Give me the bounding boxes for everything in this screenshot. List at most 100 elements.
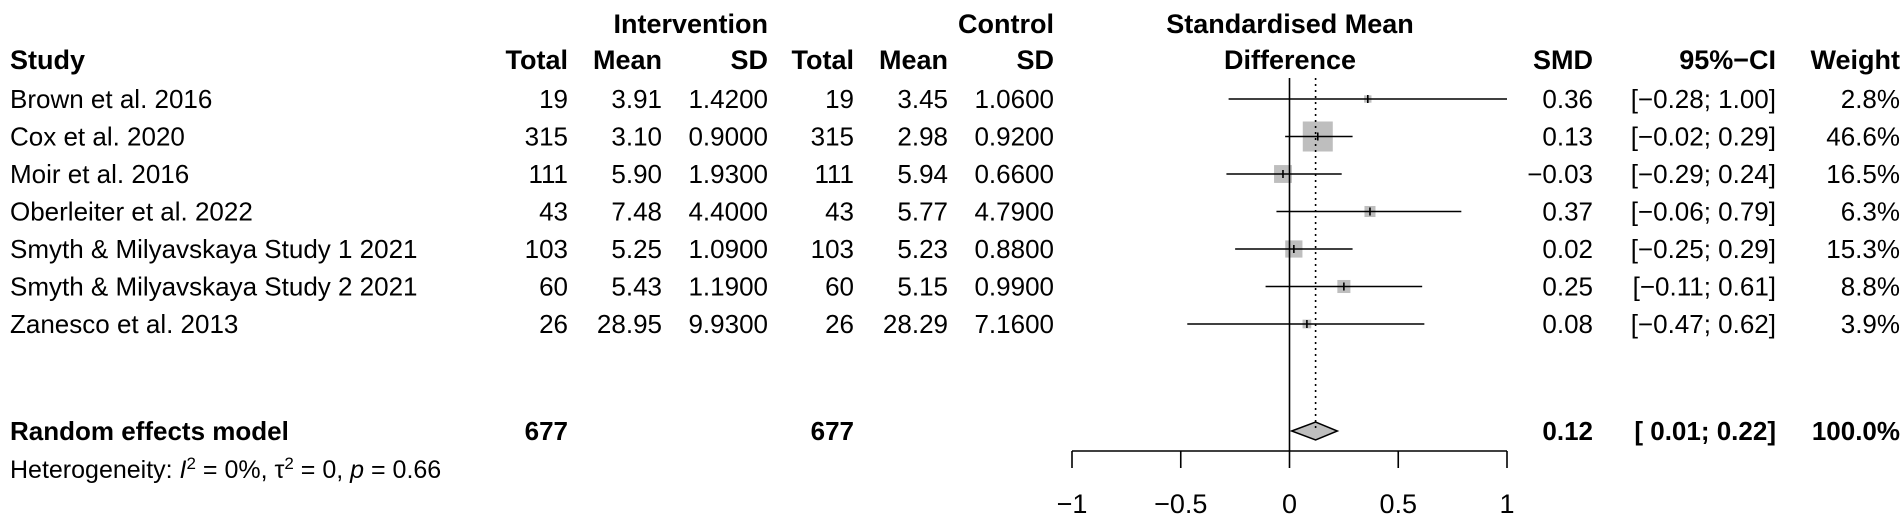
study-mean-int: 3.10 [611, 122, 662, 152]
study-mean-int: 7.48 [611, 197, 662, 227]
x-axis-tick-label: 0 [1282, 489, 1297, 519]
pooled-total-int: 677 [525, 416, 568, 446]
study-smd: 0.02 [1542, 234, 1593, 264]
header-sd-int: SD [730, 45, 768, 75]
header-total-ctl: Total [792, 45, 855, 75]
tau-symbol: τ [274, 456, 284, 484]
study-weight: 8.8% [1841, 272, 1900, 302]
header-weight: Weight [1811, 45, 1901, 75]
study-mean-ctl: 5.15 [897, 272, 948, 302]
study-sd-ctl: 4.7900 [974, 197, 1054, 227]
study-mean-int: 5.43 [611, 272, 662, 302]
pooled-weight: 100.0% [1812, 416, 1900, 446]
study-sd-int: 9.9300 [688, 309, 768, 339]
study-weight: 15.3% [1826, 234, 1900, 264]
study-sd-ctl: 1.0600 [974, 84, 1054, 114]
study-name: Oberleiter et al. 2022 [10, 197, 253, 227]
study-smd: 0.25 [1542, 272, 1593, 302]
header-smd-line1: Standardised Mean [1166, 9, 1414, 39]
study-smd: 0.13 [1542, 122, 1593, 152]
study-mean-int: 5.25 [611, 234, 662, 264]
study-name: Smyth & Milyavskaya Study 2 2021 [10, 272, 418, 302]
study-smd: 0.08 [1542, 309, 1593, 339]
heterogeneity-prefix: Heterogeneity: [10, 456, 180, 484]
pooled-ci: [ 0.01; 0.22] [1634, 416, 1776, 446]
study-mean-ctl: 2.98 [897, 122, 948, 152]
study-mean-int: 28.95 [597, 309, 662, 339]
study-smd: −0.03 [1527, 159, 1593, 189]
study-total-ctl: 111 [814, 159, 854, 189]
study-weight: 6.3% [1841, 197, 1900, 227]
study-sd-ctl: 0.9900 [974, 272, 1054, 302]
x-axis-tick-label: −0.5 [1154, 489, 1207, 519]
study-sd-int: 0.9000 [688, 122, 768, 152]
header-study: Study [10, 45, 85, 75]
study-total-ctl: 315 [811, 122, 854, 152]
header-control: Control [958, 9, 1054, 39]
header-ci: 95%−CI [1679, 45, 1776, 75]
study-sd-int: 1.0900 [688, 234, 768, 264]
study-total-ctl: 103 [811, 234, 854, 264]
tau-superscript: 2 [284, 454, 293, 473]
pooled-label: Random effects model [10, 416, 289, 446]
study-weight: 2.8% [1841, 84, 1900, 114]
pooled-smd: 0.12 [1542, 416, 1593, 446]
study-total-int: 26 [539, 309, 568, 339]
study-ci: [−0.29; 0.24] [1631, 159, 1776, 189]
header-smd: SMD [1533, 45, 1593, 75]
study-name: Smyth & Milyavskaya Study 1 2021 [10, 234, 418, 264]
study-ci: [−0.02; 0.29] [1631, 122, 1776, 152]
study-sd-ctl: 7.1600 [974, 309, 1054, 339]
study-smd: 0.37 [1542, 197, 1593, 227]
i2-superscript: 2 [187, 454, 196, 473]
study-total-ctl: 43 [825, 197, 854, 227]
header-smd-line2: Difference [1224, 45, 1356, 75]
study-weight: 16.5% [1826, 159, 1900, 189]
tau-value: = 0, [294, 456, 350, 484]
study-sd-int: 4.4000 [688, 197, 768, 227]
i2-symbol: I [180, 456, 187, 484]
study-mean-ctl: 28.29 [883, 309, 948, 339]
p-symbol: p [349, 456, 364, 484]
study-mean-ctl: 5.77 [897, 197, 948, 227]
study-name: Cox et al. 2020 [10, 122, 185, 152]
study-name: Zanesco et al. 2013 [10, 309, 238, 339]
header-total-int: Total [506, 45, 569, 75]
study-total-int: 19 [539, 84, 568, 114]
study-smd: 0.36 [1542, 84, 1593, 114]
study-sd-int: 1.9300 [688, 159, 768, 189]
study-total-int: 315 [525, 122, 568, 152]
header-mean-ctl: Mean [879, 45, 948, 75]
study-weight: 3.9% [1841, 309, 1900, 339]
header-mean-int: Mean [593, 45, 662, 75]
pooled-effect-diamond [1289, 421, 1340, 441]
pooled-total-ctl: 677 [811, 416, 854, 446]
study-ci: [−0.28; 1.00] [1631, 84, 1776, 114]
study-sd-ctl: 0.9200 [974, 122, 1054, 152]
heterogeneity-stats: Heterogeneity: I2 = 0%, τ2 = 0, p = 0.66 [10, 454, 441, 485]
study-mean-ctl: 5.23 [897, 234, 948, 264]
p-value: = 0.66 [364, 456, 441, 484]
study-mean-int: 3.91 [611, 84, 662, 114]
study-total-ctl: 60 [825, 272, 854, 302]
study-ci: [−0.25; 0.29] [1631, 234, 1776, 264]
i2-value: = 0%, [196, 456, 275, 484]
study-mean-int: 5.90 [611, 159, 662, 189]
study-sd-ctl: 0.8800 [974, 234, 1054, 264]
study-ci: [−0.06; 0.79] [1631, 197, 1776, 227]
study-ci: [−0.11; 0.61] [1633, 272, 1776, 302]
x-axis-tick-label: 0.5 [1379, 489, 1417, 519]
study-total-int: 111 [528, 159, 568, 189]
header-intervention: Intervention [613, 9, 768, 39]
study-total-int: 43 [539, 197, 568, 227]
study-mean-ctl: 3.45 [897, 84, 948, 114]
study-sd-int: 1.4200 [688, 84, 768, 114]
study-mean-ctl: 5.94 [897, 159, 948, 189]
study-name: Brown et al. 2016 [10, 84, 212, 114]
study-total-int: 103 [525, 234, 568, 264]
study-name: Moir et al. 2016 [10, 159, 189, 189]
study-ci: [−0.47; 0.62] [1631, 309, 1776, 339]
study-total-int: 60 [539, 272, 568, 302]
study-sd-ctl: 0.6600 [974, 159, 1054, 189]
